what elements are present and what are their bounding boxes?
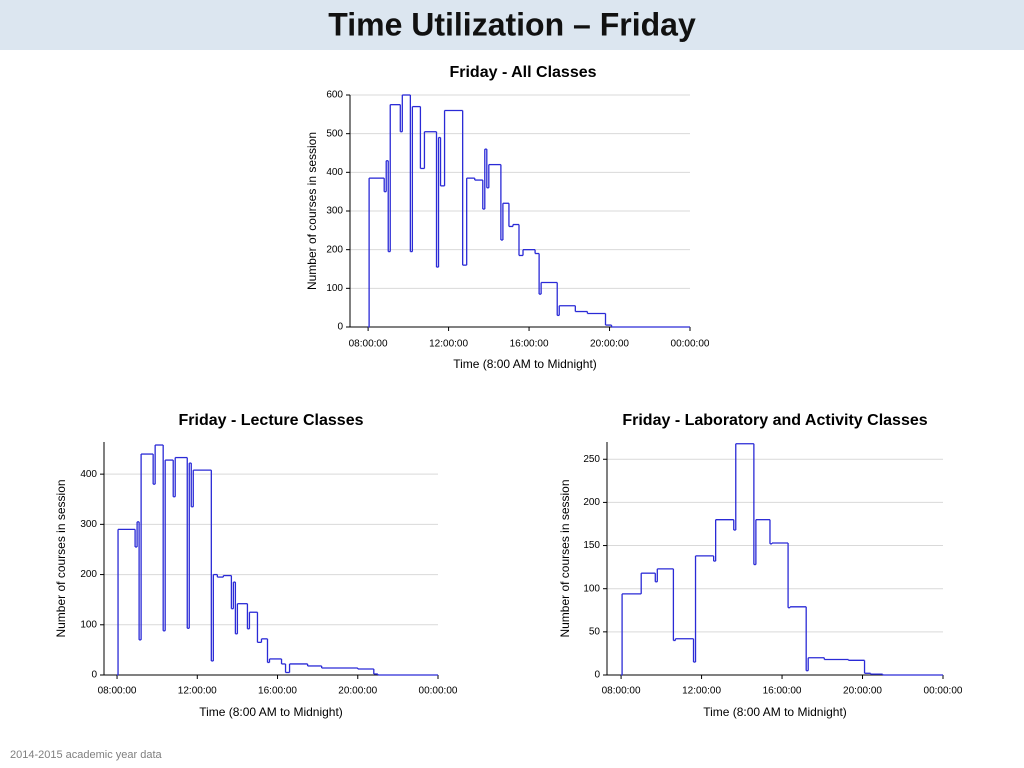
y-tick-label: 200 bbox=[80, 569, 97, 580]
chart-title: Friday - All Classes bbox=[449, 64, 596, 81]
y-tick-label: 400 bbox=[80, 469, 97, 480]
y-axis-label: Number of courses in session bbox=[558, 479, 572, 637]
y-tick-label: 500 bbox=[326, 128, 343, 139]
y-tick-label: 600 bbox=[326, 90, 343, 101]
x-tick-label: 20:00:00 bbox=[843, 686, 882, 697]
x-tick-label: 20:00:00 bbox=[338, 686, 377, 697]
title-band bbox=[0, 0, 1024, 50]
x-tick-label: 08:00:00 bbox=[602, 686, 641, 697]
slide-title: Time Utilization – Friday bbox=[328, 6, 696, 42]
y-tick-label: 300 bbox=[80, 519, 97, 530]
x-tick-label: 12:00:00 bbox=[429, 339, 468, 350]
y-axis-label: Number of courses in session bbox=[54, 479, 68, 637]
x-axis-label: Time (8:00 AM to Midnight) bbox=[703, 705, 847, 719]
x-tick-label: 00:00:00 bbox=[419, 686, 458, 697]
x-axis-label: Time (8:00 AM to Midnight) bbox=[199, 705, 343, 719]
x-tick-label: 12:00:00 bbox=[178, 686, 217, 697]
x-tick-label: 20:00:00 bbox=[590, 339, 629, 350]
x-tick-label: 08:00:00 bbox=[349, 339, 388, 350]
y-tick-label: 0 bbox=[91, 670, 97, 681]
x-tick-label: 16:00:00 bbox=[510, 339, 549, 350]
y-tick-label: 400 bbox=[326, 167, 343, 178]
y-tick-label: 300 bbox=[326, 206, 343, 217]
x-tick-label: 00:00:00 bbox=[924, 686, 963, 697]
y-tick-label: 100 bbox=[326, 283, 343, 294]
y-axis-label: Number of courses in session bbox=[305, 132, 319, 290]
y-tick-label: 0 bbox=[337, 322, 343, 333]
y-tick-label: 250 bbox=[583, 454, 600, 465]
y-tick-label: 50 bbox=[589, 626, 601, 637]
y-tick-label: 100 bbox=[80, 619, 97, 630]
y-tick-label: 150 bbox=[583, 540, 600, 551]
chart-title: Friday - Laboratory and Activity Classes bbox=[622, 412, 927, 429]
x-tick-label: 16:00:00 bbox=[258, 686, 297, 697]
y-tick-label: 200 bbox=[583, 497, 600, 508]
y-tick-label: 100 bbox=[583, 583, 600, 594]
x-tick-label: 08:00:00 bbox=[98, 686, 137, 697]
footer-note: 2014-2015 academic year data bbox=[10, 749, 163, 761]
y-tick-label: 0 bbox=[594, 670, 600, 681]
y-tick-label: 200 bbox=[326, 244, 343, 255]
chart-title: Friday - Lecture Classes bbox=[179, 412, 364, 429]
x-axis-label: Time (8:00 AM to Midnight) bbox=[453, 357, 597, 371]
x-tick-label: 00:00:00 bbox=[671, 339, 710, 350]
x-tick-label: 12:00:00 bbox=[682, 686, 721, 697]
x-tick-label: 16:00:00 bbox=[763, 686, 802, 697]
